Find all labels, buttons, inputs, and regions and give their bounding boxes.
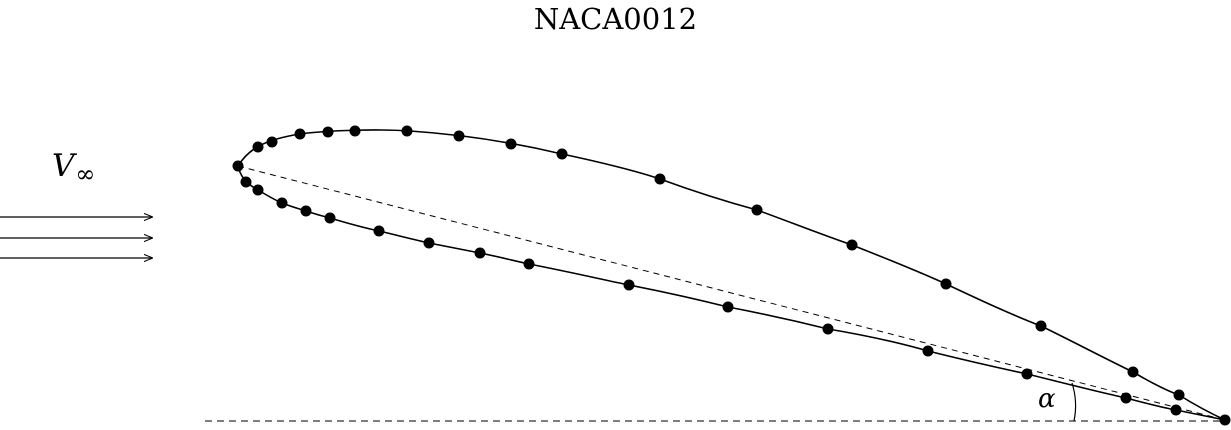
upper-surface-node-2 xyxy=(252,141,264,153)
lower-surface-node-6 xyxy=(373,225,385,237)
lower-surface-node-5 xyxy=(324,212,336,224)
velocity-subscript: ∞ xyxy=(75,160,96,188)
upper-surface-node-1 xyxy=(232,160,244,172)
upper-surface-node-15 xyxy=(1035,320,1047,332)
upper-surface-node-18 xyxy=(1219,414,1231,426)
lower-surface-node-9 xyxy=(523,258,535,270)
lower-surface-node-14 xyxy=(1021,368,1033,380)
lower-surface-node-11 xyxy=(722,301,734,313)
lower-surface-node-8 xyxy=(474,247,486,259)
lower-surface-node-7 xyxy=(423,237,435,249)
upper-surface-node-17 xyxy=(1173,389,1185,401)
upper-surface-node-14 xyxy=(940,278,952,290)
lower-surface-node-13 xyxy=(922,345,934,357)
freestream-arrows xyxy=(0,217,152,258)
lower-surface-node-10 xyxy=(623,279,635,291)
velocity-symbol: V xyxy=(52,148,75,184)
upper-surface-node-8 xyxy=(453,130,465,142)
lower-surface-node-16 xyxy=(1170,404,1182,416)
lower-surface-node-15 xyxy=(1120,392,1132,404)
airfoil-upper-surface xyxy=(237,129,1226,421)
angle-of-attack-label: α xyxy=(1038,384,1056,414)
upper-surface-node-4 xyxy=(294,128,306,140)
upper-surface-node-5 xyxy=(322,126,334,138)
upper-surface-node-3 xyxy=(266,136,278,148)
upper-surface-node-13 xyxy=(846,239,858,251)
upper-surface-node-11 xyxy=(654,173,666,185)
lower-surface-node-2 xyxy=(252,184,264,196)
upper-surface-node-12 xyxy=(751,204,763,216)
upper-surface-node-16 xyxy=(1127,366,1139,378)
upper-surface-node-9 xyxy=(505,138,517,150)
chord-line xyxy=(237,165,1226,421)
angle-arc xyxy=(1071,382,1077,422)
upper-surface-node-7 xyxy=(401,125,413,137)
upper-surface-node-6 xyxy=(349,125,361,137)
freestream-velocity-label: V∞ xyxy=(52,148,95,188)
lower-surface-node-3 xyxy=(276,197,288,209)
airfoil-surface-points xyxy=(232,125,1231,426)
lower-surface-node-4 xyxy=(300,205,312,217)
lower-surface-node-1 xyxy=(240,176,252,188)
lower-surface-node-12 xyxy=(822,323,834,335)
diagram-title: NACA0012 xyxy=(533,2,698,36)
upper-surface-node-10 xyxy=(556,148,568,160)
